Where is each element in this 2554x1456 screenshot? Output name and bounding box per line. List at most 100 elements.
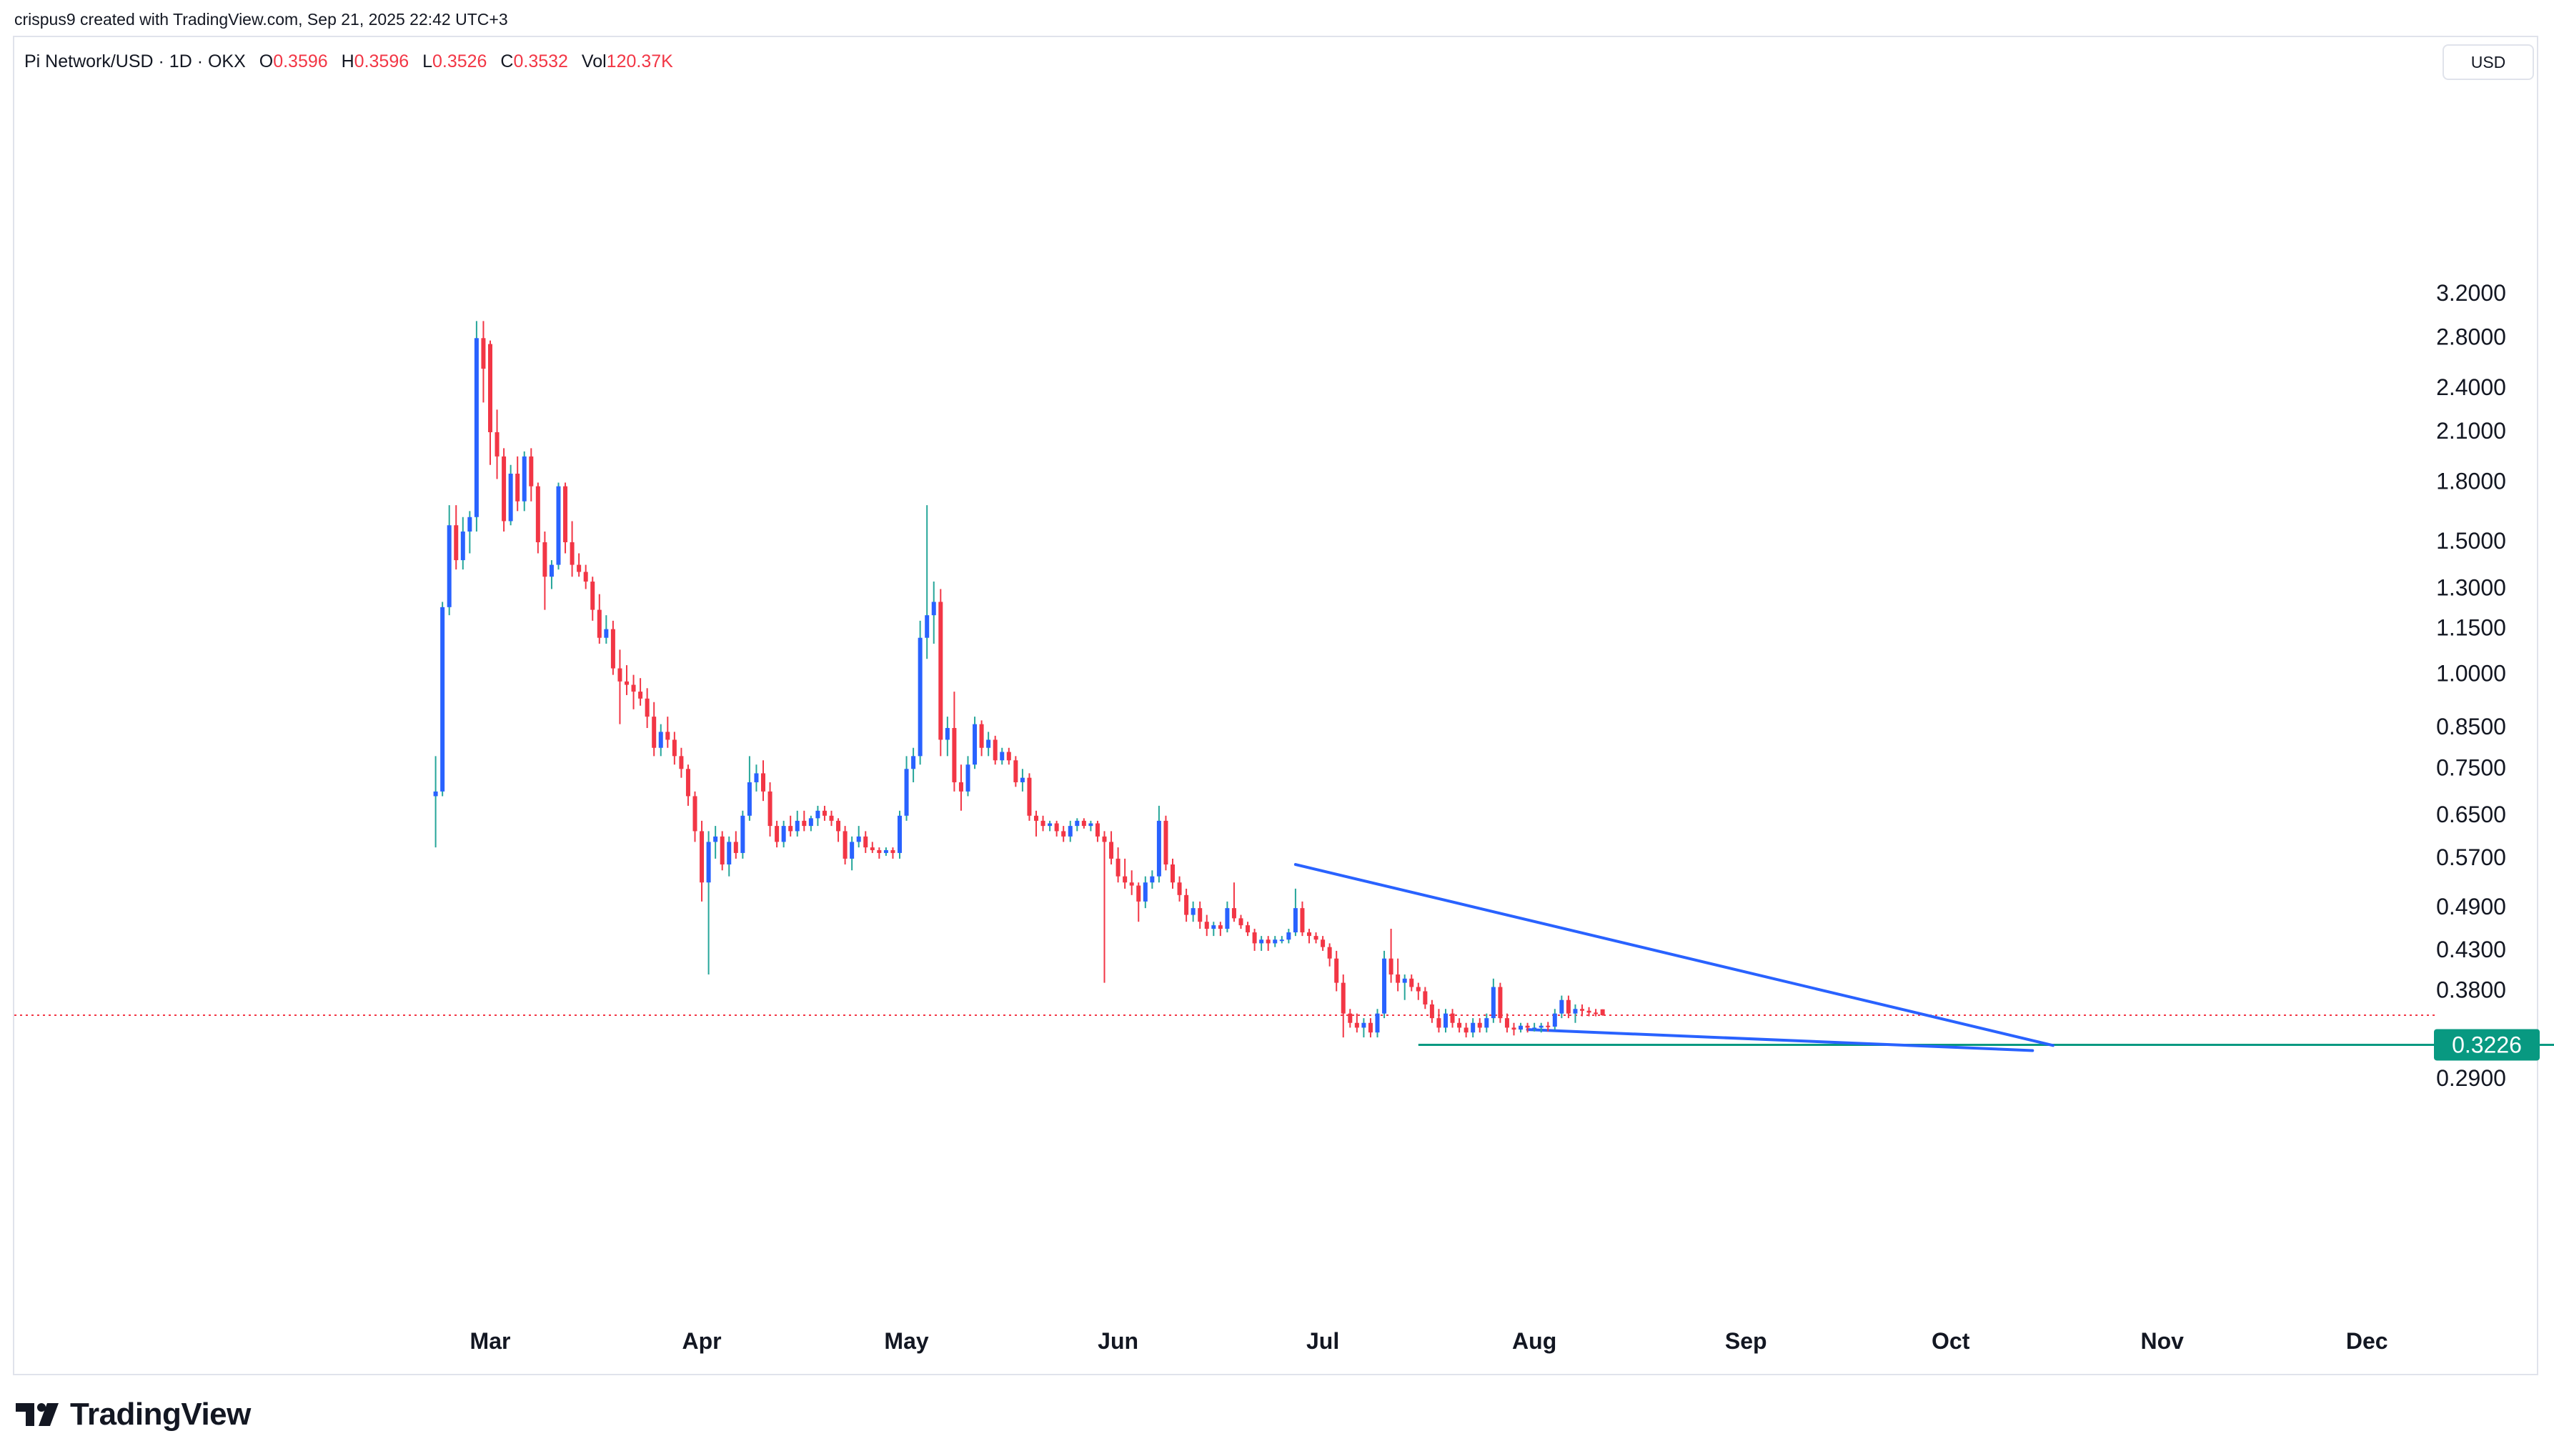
candle-body xyxy=(1061,831,1066,837)
candle-body xyxy=(1396,974,1401,983)
currency-button[interactable]: USD xyxy=(2443,44,2534,80)
candle-body xyxy=(685,769,690,797)
candle-body xyxy=(740,815,745,853)
month-tick-label: Oct xyxy=(1932,1328,1970,1354)
price-tick-label: 0.3800 xyxy=(2436,977,2506,1003)
symbol-name[interactable]: Pi Network/USD · 1D · OKX xyxy=(24,51,246,71)
candle-down xyxy=(1334,950,1339,992)
candle-body xyxy=(904,769,909,816)
candle-body xyxy=(631,684,636,692)
candle-down xyxy=(1450,1009,1455,1028)
candle-down xyxy=(1477,1018,1482,1033)
candle-body xyxy=(590,582,595,610)
candle-body xyxy=(1000,752,1005,761)
candle-body xyxy=(652,717,657,748)
candle-body xyxy=(1559,999,1564,1014)
candle-up xyxy=(1402,974,1407,1000)
candle-up xyxy=(713,826,718,859)
candle-body xyxy=(986,739,991,748)
candle-body xyxy=(460,531,465,561)
candle-down xyxy=(1594,1009,1599,1017)
candle-body xyxy=(1402,978,1407,983)
candle-up xyxy=(1382,950,1387,1019)
candle-up xyxy=(973,717,978,769)
candle-body xyxy=(1341,982,1346,1014)
candle-body xyxy=(583,572,588,582)
candle-up xyxy=(754,764,759,792)
month-tick-label: Dec xyxy=(2346,1328,2388,1354)
candle-body xyxy=(1552,1013,1557,1027)
brand-name: TradingView xyxy=(70,1397,251,1432)
candle-body xyxy=(1354,1022,1359,1028)
candle-up xyxy=(1532,1022,1537,1032)
candle-up xyxy=(986,732,991,757)
price-tick-label: 2.1000 xyxy=(2436,418,2506,444)
candle-up xyxy=(1150,870,1155,889)
candle-body xyxy=(856,836,861,842)
candle-down xyxy=(515,456,520,512)
candle-down xyxy=(1040,815,1045,832)
candle-body xyxy=(1519,1025,1524,1030)
candle-down xyxy=(993,735,998,765)
candle-body xyxy=(945,727,950,740)
candle-body xyxy=(1444,1013,1448,1028)
chart-lines xyxy=(14,863,2554,1052)
candle-body xyxy=(1586,1010,1591,1013)
candle-body xyxy=(1580,1009,1584,1011)
candle-body xyxy=(1477,1022,1482,1028)
candle-down xyxy=(1600,1009,1605,1016)
candle-down xyxy=(829,810,834,827)
candle-body xyxy=(665,732,670,740)
candle-down xyxy=(843,826,848,865)
candle-up xyxy=(918,620,923,765)
trendline-lower xyxy=(1526,1028,2034,1052)
chart-caption: crispus9 created with TradingView.com, S… xyxy=(14,10,508,29)
candle-up xyxy=(1293,888,1298,937)
candle-body xyxy=(679,756,684,769)
candle-down xyxy=(692,791,697,842)
candle-body xyxy=(1252,932,1257,944)
month-tick-label: Jul xyxy=(1306,1328,1339,1354)
tradingview-logo[interactable]: TradingView xyxy=(16,1397,251,1432)
candle-body xyxy=(993,739,998,761)
candle-body xyxy=(788,826,793,832)
candle-body xyxy=(467,517,472,532)
candle-body xyxy=(1156,820,1161,877)
candle-body xyxy=(1136,885,1141,902)
candle-body xyxy=(781,826,786,842)
candle-body xyxy=(965,764,970,792)
candle-down xyxy=(583,564,588,589)
candle-down xyxy=(767,782,772,837)
candle-up xyxy=(1484,1013,1489,1033)
candle-down xyxy=(1246,922,1251,937)
candle-body xyxy=(529,456,534,487)
candle-body xyxy=(1286,932,1291,940)
candle-up xyxy=(815,805,820,827)
price-tick-label: 3.2000 xyxy=(2436,280,2506,306)
candle-body xyxy=(795,820,800,832)
candle-body xyxy=(1388,958,1393,975)
candle-up xyxy=(508,464,513,526)
candle-body xyxy=(1382,958,1387,1014)
candle-body xyxy=(440,607,445,792)
candle-down xyxy=(1204,914,1209,937)
candle-body xyxy=(1375,1013,1380,1033)
candle-body xyxy=(604,629,609,638)
candle-up xyxy=(965,756,970,797)
candle-down xyxy=(1184,888,1189,922)
candle-down xyxy=(1586,1007,1591,1017)
candle-down xyxy=(1054,820,1059,837)
symbol-legend[interactable]: Pi Network/USD · 1D · OKX O0.3596 H0.359… xyxy=(24,51,673,72)
support-price-tag-bg xyxy=(2434,1029,2540,1061)
price-tick-label: 1.3000 xyxy=(2436,575,2506,601)
price-tick-label: 0.7500 xyxy=(2436,754,2506,780)
candle-body xyxy=(570,542,575,565)
candle-body xyxy=(658,732,663,748)
candle-down xyxy=(863,831,868,853)
candle-up xyxy=(904,756,909,821)
candle-down xyxy=(563,482,568,554)
candle-down xyxy=(1231,882,1236,922)
candle-body xyxy=(617,668,622,682)
candle-body xyxy=(829,815,834,821)
